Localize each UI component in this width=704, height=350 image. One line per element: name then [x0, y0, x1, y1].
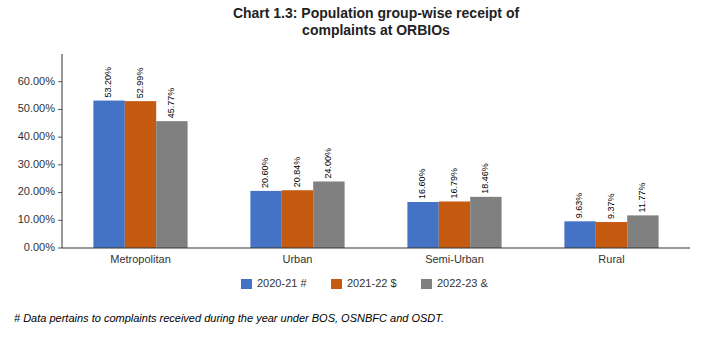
- y-tick: [58, 81, 62, 82]
- x-axis: [62, 248, 690, 249]
- bar: [470, 197, 501, 248]
- data-label: 20.60%: [260, 157, 270, 188]
- y-tick-label: 60.00%: [18, 75, 56, 87]
- legend-swatch: [241, 279, 252, 289]
- data-label: 52.99%: [135, 68, 145, 99]
- bar: [125, 101, 156, 248]
- y-tick-label: 10.00%: [18, 213, 56, 225]
- y-tick: [58, 248, 62, 249]
- data-label: 45.77%: [166, 88, 176, 119]
- bar: [313, 181, 344, 248]
- bar: [156, 121, 187, 248]
- y-tick: [58, 164, 62, 165]
- data-label: 11.77%: [637, 183, 647, 213]
- title-line: Chart 1.3: Population group-wise receipt…: [233, 5, 520, 21]
- legend: 2020-21 # 2021-22 $ 2022-23 &: [241, 277, 488, 289]
- x-tick-label: Metropolitan: [110, 253, 171, 265]
- y-tick: [58, 137, 62, 138]
- y-tick: [58, 220, 62, 221]
- legend-swatch: [331, 279, 342, 289]
- bars: [93, 101, 658, 248]
- legend-label: 2022-23 &: [437, 277, 488, 289]
- legend-label: 2020-21 #: [257, 277, 307, 289]
- y-tick-label: 40.00%: [18, 130, 56, 142]
- bar: [439, 201, 470, 248]
- x-tick-label: Semi-Urban: [425, 253, 484, 265]
- y-tick-label: 20.00%: [18, 185, 56, 197]
- y-axis: [62, 54, 63, 248]
- legend-swatch: [421, 279, 432, 289]
- title-line: complaints at ORBIOs: [302, 22, 450, 38]
- y-tick-label: 30.00%: [18, 158, 56, 170]
- data-label: 53.20%: [103, 67, 113, 98]
- y-tick: [58, 109, 62, 110]
- y-tick-label: 0.00%: [24, 241, 55, 253]
- data-label: 16.79%: [449, 168, 459, 199]
- data-label: 9.37%: [606, 194, 616, 220]
- data-label: 9.63%: [574, 193, 584, 219]
- x-tick-label: Rural: [598, 253, 624, 265]
- data-label: 24.00%: [323, 148, 333, 179]
- data-label: 18.46%: [480, 163, 490, 194]
- bar: [564, 221, 595, 248]
- bar: [250, 191, 281, 248]
- legend-label: 2021-22 $: [347, 277, 397, 289]
- footnote: # Data pertains to complaints received d…: [14, 312, 444, 324]
- title: Chart 1.3: Population group-wise receipt…: [233, 5, 520, 38]
- x-tick-label: Urban: [283, 253, 313, 265]
- data-labels: 53.20% 20.60% 16.60% 9.63% 52.99% 20.84% 16.79…: [103, 67, 647, 219]
- bar: [596, 222, 627, 248]
- chart: Chart 1.3: Population group-wise receipt…: [0, 0, 704, 350]
- bar: [407, 202, 438, 248]
- bar: [627, 215, 658, 248]
- bar: [282, 190, 313, 248]
- y-tick: [58, 192, 62, 193]
- data-label: 16.60%: [417, 168, 427, 199]
- data-label: 20.84%: [292, 157, 302, 188]
- y-tick-label: 50.00%: [18, 102, 56, 114]
- bar: [93, 101, 124, 248]
